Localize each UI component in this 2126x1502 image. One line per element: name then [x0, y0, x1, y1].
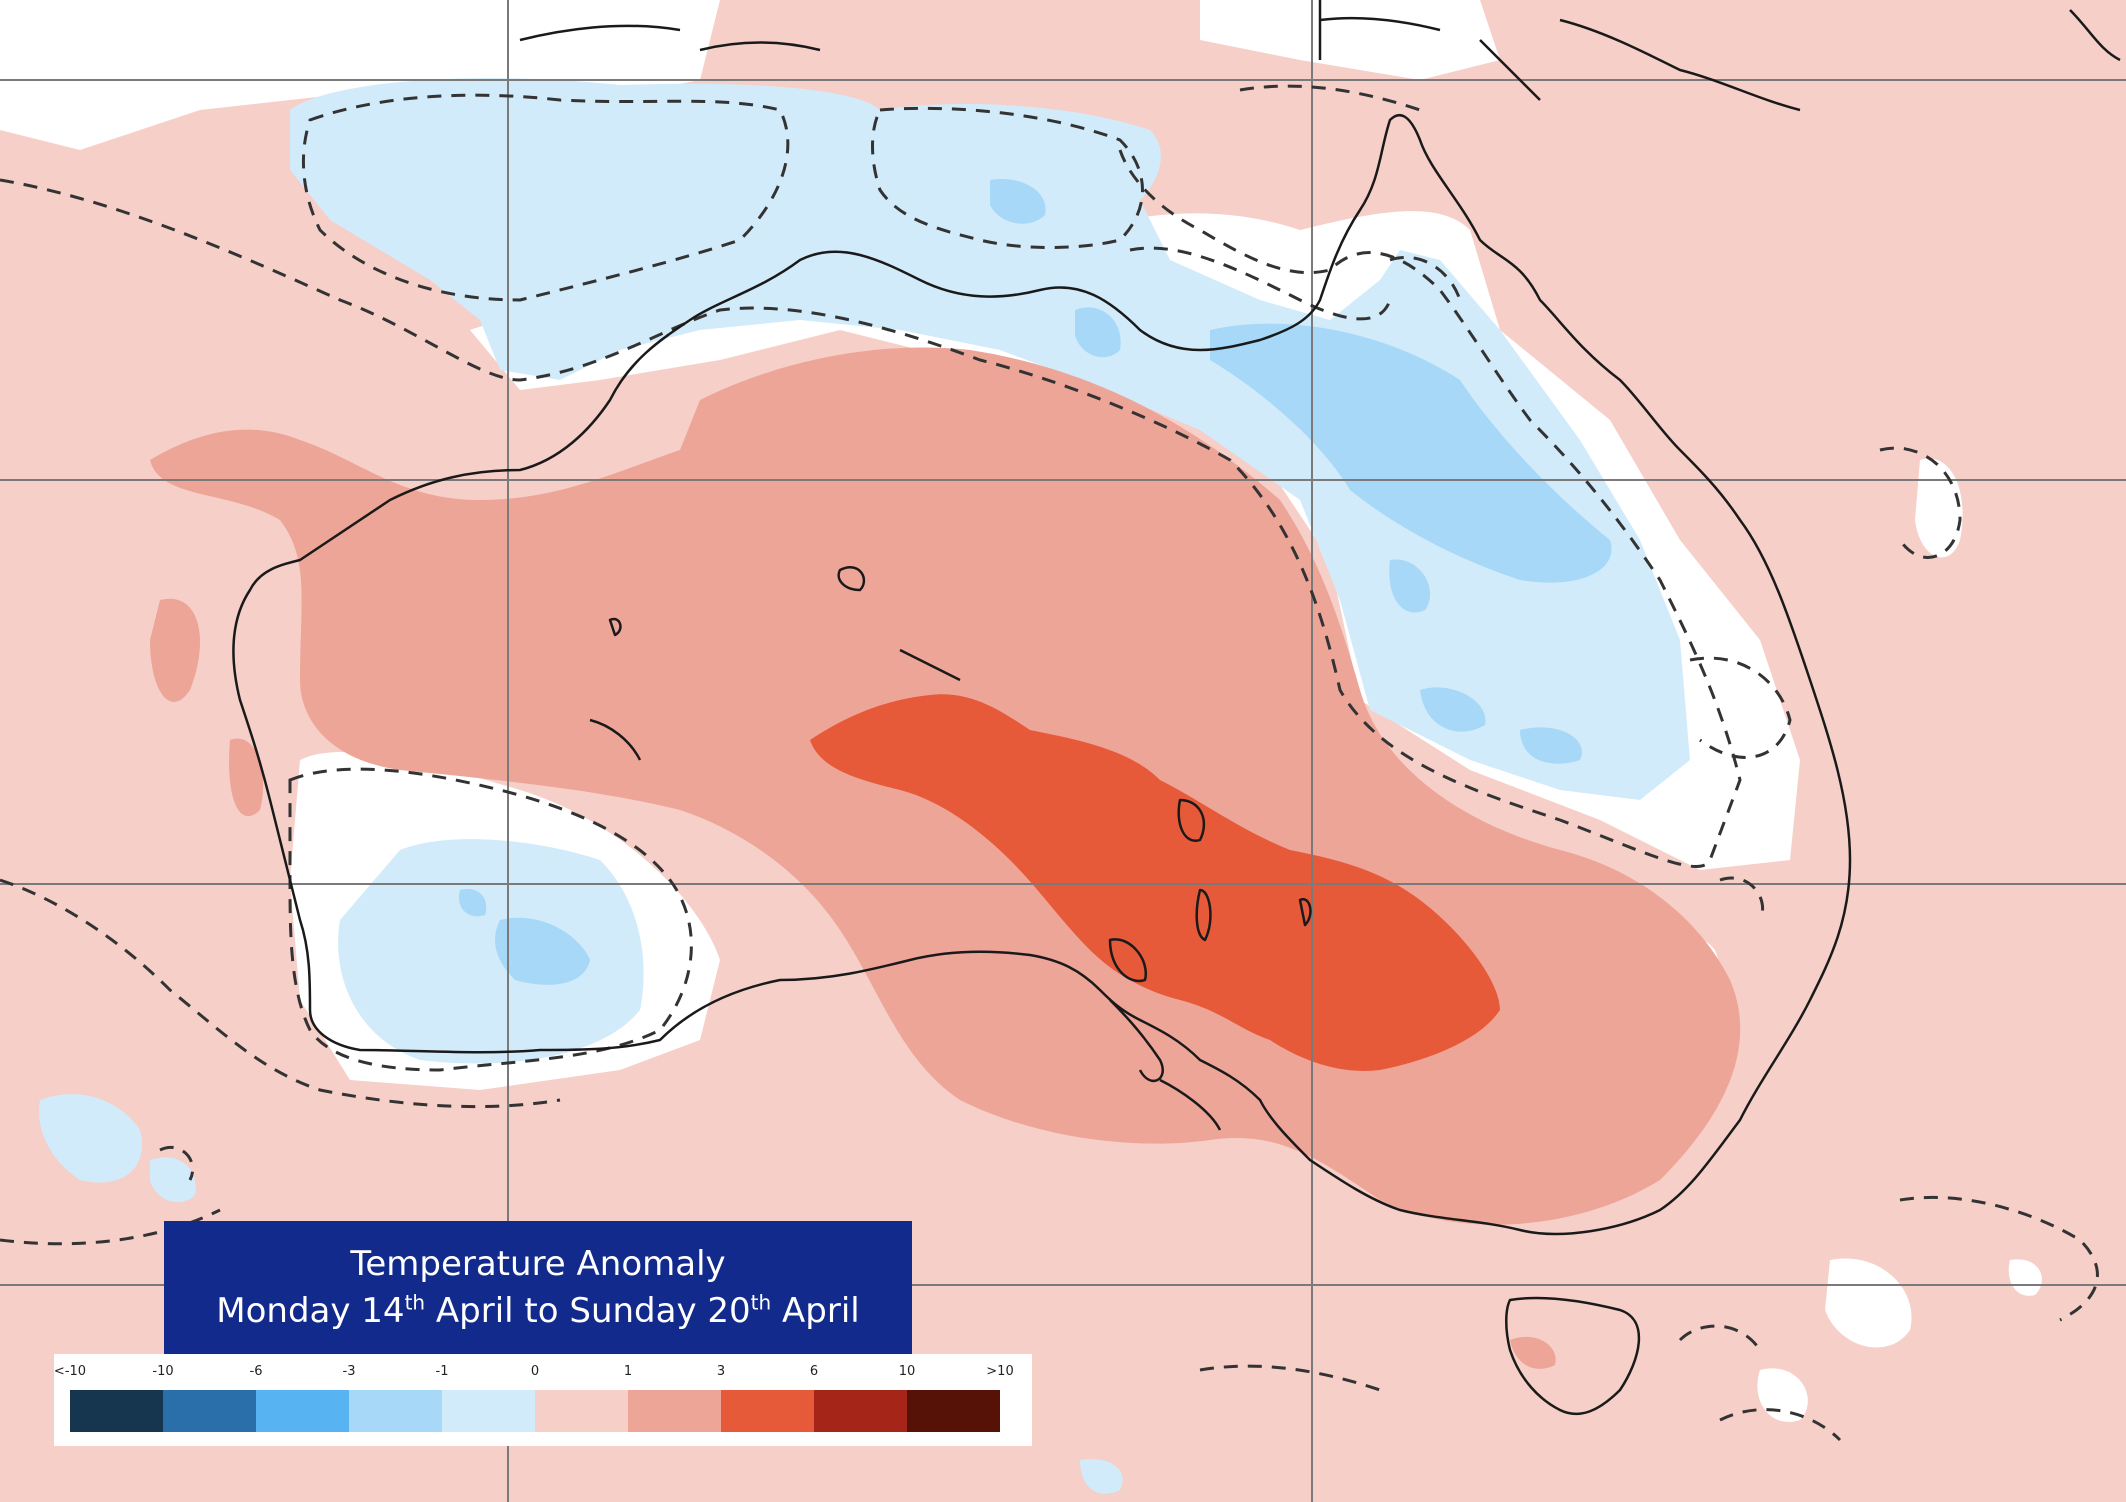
legend-swatch	[814, 1390, 907, 1432]
legend-swatch	[907, 1390, 1000, 1432]
negative-anomaly-medium	[459, 179, 1612, 985]
legend-tick-label: <-10	[53, 1364, 87, 1379]
legend-swatch	[256, 1390, 349, 1432]
legend-tick-label: 3	[716, 1364, 726, 1379]
positive-anomaly-3-to-6	[810, 694, 1500, 1071]
zero-anomaly-contours	[0, 84, 2099, 1442]
legend-swatch	[442, 1390, 535, 1432]
date-range-mid: April to Sunday 20	[425, 1290, 751, 1331]
legend-tick-label: 0	[530, 1364, 540, 1379]
legend-tick-label: 1	[623, 1364, 633, 1379]
legend-tick-label: -6	[249, 1364, 263, 1379]
legend-swatch	[70, 1390, 163, 1432]
legend-swatch	[349, 1390, 442, 1432]
australia-coastline	[232, 0, 2121, 1416]
map-title-box: Temperature Anomaly Monday 14th April to…	[164, 1221, 912, 1354]
date-range-end-suffix: th	[750, 1290, 772, 1315]
legend-tick-label: 6	[809, 1364, 819, 1379]
legend-tick-label: 10	[898, 1364, 916, 1379]
legend-swatch	[163, 1390, 256, 1432]
legend-tick-label: -3	[342, 1364, 356, 1379]
date-range-month: April	[771, 1290, 860, 1331]
date-range-start-suffix: th	[404, 1290, 426, 1315]
legend-tick-label: -10	[152, 1364, 174, 1379]
negative-anomaly-light	[39, 78, 1690, 1494]
legend-tick-label: -1	[435, 1364, 449, 1379]
map-date-range: Monday 14th April to Sunday 20th April	[216, 1288, 859, 1335]
color-scale-legend: <-10 -10 -6 -3 -1 0 1 3 6 10 >10	[54, 1354, 1032, 1446]
date-range-start: Monday 14	[216, 1290, 405, 1331]
legend-swatch	[721, 1390, 814, 1432]
legend-tick-label: >10	[986, 1364, 1014, 1379]
legend-swatch	[535, 1390, 628, 1432]
map-title: Temperature Anomaly	[350, 1243, 726, 1284]
legend-swatch	[628, 1390, 721, 1432]
